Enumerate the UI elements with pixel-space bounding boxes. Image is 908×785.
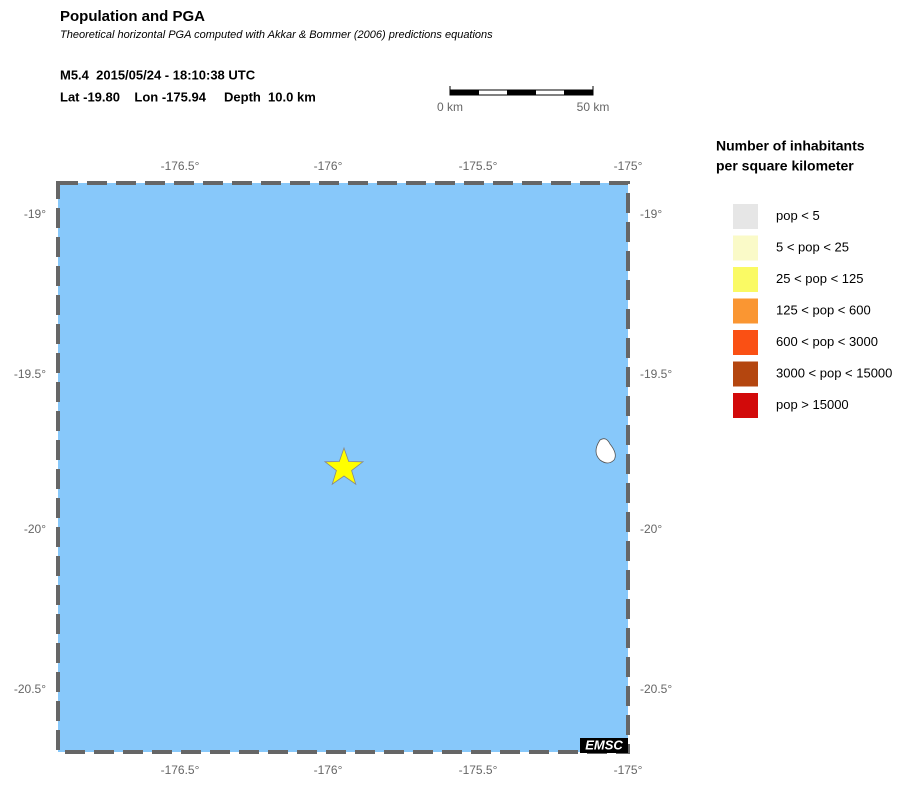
legend-swatch	[733, 393, 758, 418]
lon-label: -176.5°	[161, 763, 200, 777]
scale-label: 0 km	[437, 100, 463, 114]
lon-label: -175.5°	[459, 159, 498, 173]
legend-label: pop > 15000	[776, 397, 849, 412]
map-frame	[56, 181, 630, 754]
legend-swatch	[733, 330, 758, 355]
lat-label: -19.5°	[640, 367, 672, 381]
legend-swatch	[733, 361, 758, 387]
credit: EMSC	[585, 737, 623, 752]
lon-label: -175.5°	[459, 763, 498, 777]
lat-label: -20.5°	[14, 682, 46, 696]
legend-label: 25 < pop < 125	[776, 271, 863, 286]
legend-label: 600 < pop < 3000	[776, 334, 878, 349]
subtitle: Theoretical horizontal PGA computed with…	[60, 29, 493, 41]
legend-title: per square kilometer	[716, 158, 854, 174]
legend-label: pop < 5	[776, 208, 820, 223]
scale-label: 50 km	[577, 100, 610, 114]
legend-swatch	[733, 298, 758, 324]
legend-label: 5 < pop < 25	[776, 239, 849, 254]
lat-label: -19°	[640, 207, 662, 221]
lon-label: -175°	[614, 763, 643, 777]
legend-label: 3000 < pop < 15000	[776, 365, 892, 380]
event-info: M5.4 2015/05/24 - 18:10:38 UTC	[60, 67, 256, 82]
legend-title: Number of inhabitants	[716, 138, 865, 154]
title: Population and PGA	[60, 8, 205, 25]
lat-label: -19.5°	[14, 367, 46, 381]
location-info: Lat -19.80 Lon -175.94 Depth 10.0 km	[60, 89, 316, 104]
scale-bar	[449, 86, 594, 96]
legend-swatch	[733, 204, 758, 229]
lon-label: -176°	[314, 159, 343, 173]
epicenter	[323, 446, 365, 486]
lon-label: -176°	[314, 763, 343, 777]
legend-swatch	[733, 235, 758, 261]
lon-label: -176.5°	[161, 159, 200, 173]
lat-label: -20.5°	[640, 682, 672, 696]
legend-swatch	[733, 267, 758, 292]
credit-box	[580, 738, 628, 753]
island	[595, 438, 616, 464]
legend-label: 125 < pop < 600	[776, 302, 871, 317]
lat-label: -20°	[24, 522, 46, 536]
lat-label: -19°	[24, 207, 46, 221]
lon-label: -175°	[614, 159, 643, 173]
lat-label: -20°	[640, 522, 662, 536]
